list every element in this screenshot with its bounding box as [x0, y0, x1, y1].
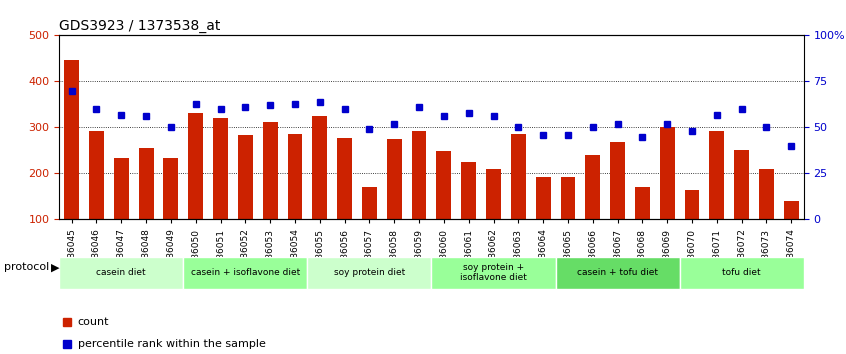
Bar [412, 131, 426, 266]
FancyBboxPatch shape [431, 257, 556, 289]
Text: soy protein +
isoflavone diet: soy protein + isoflavone diet [460, 263, 527, 282]
Text: percentile rank within the sample: percentile rank within the sample [78, 339, 266, 349]
Text: soy protein diet: soy protein diet [334, 268, 405, 277]
Text: GDS3923 / 1373538_at: GDS3923 / 1373538_at [59, 19, 221, 33]
FancyBboxPatch shape [184, 257, 307, 289]
Bar [660, 127, 674, 266]
Bar [635, 187, 650, 266]
Text: protocol: protocol [4, 262, 49, 272]
Bar [387, 139, 402, 266]
Text: count: count [78, 317, 109, 327]
Bar [263, 122, 277, 266]
Text: casein + isoflavone diet: casein + isoflavone diet [190, 268, 300, 277]
Bar [139, 148, 153, 266]
Bar [288, 134, 302, 266]
FancyBboxPatch shape [59, 257, 184, 289]
Bar [710, 131, 724, 266]
Bar [338, 138, 352, 266]
Bar [312, 116, 327, 266]
Bar [610, 142, 625, 266]
Bar [585, 155, 600, 266]
Bar [784, 201, 799, 266]
Bar [561, 177, 575, 266]
Bar [189, 113, 203, 266]
Bar [536, 177, 551, 266]
Bar [114, 158, 129, 266]
FancyBboxPatch shape [679, 257, 804, 289]
Bar [89, 131, 104, 266]
Text: casein diet: casein diet [96, 268, 146, 277]
Bar [461, 162, 476, 266]
Bar [684, 190, 700, 266]
Bar [362, 187, 376, 266]
Bar [486, 169, 501, 266]
Text: casein + tofu diet: casein + tofu diet [577, 268, 658, 277]
Bar [734, 149, 749, 266]
Bar [437, 152, 451, 266]
Bar [759, 169, 774, 266]
Bar [238, 135, 253, 266]
Bar [163, 158, 179, 266]
Text: ▶: ▶ [51, 262, 59, 272]
Bar [511, 134, 525, 266]
Bar [64, 60, 79, 266]
Bar [213, 118, 228, 266]
FancyBboxPatch shape [556, 257, 679, 289]
Text: tofu diet: tofu diet [722, 268, 761, 277]
FancyBboxPatch shape [307, 257, 431, 289]
